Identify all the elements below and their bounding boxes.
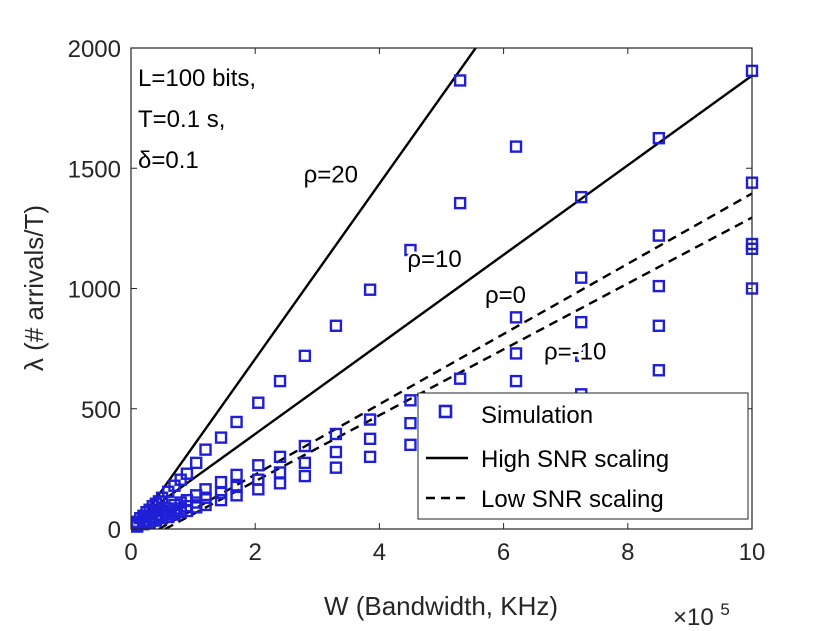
simulation-point-rho-10 (252, 459, 265, 472)
y-axis-title: λ (# arrivals/T) (19, 205, 49, 371)
simulation-point-rho-20 (230, 415, 243, 429)
simulation-point-extra (652, 229, 666, 242)
simulation-point-rho-20 (298, 349, 312, 363)
simulation-point-rho-10 (509, 347, 523, 360)
simulation-point-rho-0 (230, 480, 243, 494)
simulation-point-rho-0 (509, 374, 523, 388)
plot-frame (130, 47, 753, 530)
simulation-point-rho-20 (329, 319, 343, 332)
legend: Simulation High SNR scaling Low SNR scal… (417, 392, 749, 520)
param-time: T=0.1 s, (138, 106, 225, 133)
simulation-point-rho--10 (404, 438, 417, 452)
x-axis-title: W (Bandwidth, KHz) (324, 591, 558, 621)
legend-label-high-snr: High SNR scaling (481, 446, 669, 473)
simulation-point-rho-0 (298, 456, 312, 470)
simulation-point-rho--10 (131, 520, 144, 533)
simulation-point-rho-10 (273, 450, 287, 464)
simulation-point-rho-10 (329, 427, 343, 441)
simulation-point-rho-20 (252, 396, 265, 409)
param-delta: δ=0.1 (138, 147, 199, 174)
simulation-point-rho--10 (199, 498, 212, 512)
x-multiplier: ×10 5 (673, 600, 730, 631)
simulation-point-rho--10 (363, 450, 377, 464)
legend-label-low-snr: Low SNR scaling (481, 486, 664, 513)
simulation-point-rho-10 (298, 439, 312, 453)
simulation-point-rho-0 (652, 319, 666, 332)
simulation-point-rho--10 (273, 477, 287, 490)
simulation-point-upper (509, 140, 523, 153)
simulation-point-rho-0 (575, 349, 588, 363)
simulation-point-rho--10 (329, 461, 343, 474)
simulation-point-rho--10 (155, 511, 169, 525)
x-tick-label: 2 (249, 539, 262, 566)
simulation-point-rho-20 (363, 283, 377, 296)
legend-box (417, 392, 749, 520)
simulation-point-rho-0 (329, 445, 343, 459)
simulation-point-rho-0 (214, 486, 228, 500)
simulation-point-rho-10 (453, 372, 467, 385)
simulation-point-rho-10 (652, 279, 666, 293)
simulation-point-rho--10 (230, 489, 243, 502)
x-multiplier-base: ×10 (673, 604, 714, 631)
simulation-point-upper (575, 190, 588, 204)
simulation-point-rho-20 (199, 443, 212, 456)
simulation-point-upper (652, 131, 666, 145)
simulation-point-rho--10 (652, 364, 666, 377)
x-tick-label: 6 (497, 539, 510, 566)
x-tick-label: 10 (739, 539, 766, 566)
simulation-point-rho-20 (190, 456, 203, 470)
simulation-point-rho--10 (298, 469, 312, 483)
param-length: L=100 bits, (138, 65, 256, 92)
simulation-point-rho--10 (149, 514, 163, 527)
simulation-point-rho--10 (252, 483, 265, 496)
curve-label: ρ=10 (407, 246, 461, 273)
simulation-point-rho--10 (162, 510, 175, 524)
x-tick-label: 4 (373, 539, 386, 566)
simulation-point-rho-20 (273, 374, 287, 388)
simulation-point-rho--10 (174, 505, 187, 519)
simulation-point-upper (453, 74, 467, 87)
scaling-line-rho20-high (142, 48, 477, 518)
simulation-point-rho-10 (575, 315, 588, 329)
simulation-point-rho--10 (168, 508, 181, 521)
simulation-point-rho-10 (214, 475, 228, 489)
simulation-point-rho-10 (363, 413, 377, 426)
scaling-line-rho10-high (142, 74, 752, 516)
simulation-point-rho-0 (199, 491, 212, 504)
x-tick-label: 8 (621, 539, 634, 566)
scaling-line-rho0-low (158, 192, 752, 529)
simulation-point-rho-0 (404, 416, 417, 430)
simulation-point-extra (509, 311, 523, 324)
y-tick-label: 2000 (68, 36, 121, 63)
curve-label: ρ=0 (485, 282, 526, 309)
simulation-point-rho-20 (453, 196, 467, 210)
x-tick-label: 0 (124, 539, 137, 566)
curve-label: ρ=-10 (544, 338, 606, 365)
simulation-point-rho-0 (363, 432, 377, 446)
simulation-point-rho--10 (143, 516, 156, 530)
simulation-point-rho-10 (230, 468, 243, 482)
simulation-point-rho-20 (214, 431, 228, 444)
simulation-point-rho--10 (214, 493, 228, 507)
simulation-point-rho-20 (404, 243, 417, 257)
legend-marker-simulation (438, 404, 453, 419)
y-tick-label: 0 (108, 517, 121, 544)
y-tick-label: 500 (81, 397, 121, 424)
curve-label: ρ=20 (304, 162, 358, 189)
simulation-point-rho-10 (199, 483, 212, 496)
y-tick-label: 1500 (68, 156, 121, 183)
y-tick-label: 1000 (68, 277, 121, 304)
simulation-point-rho-10 (404, 394, 417, 407)
simulation-point-extra (575, 271, 588, 284)
x-multiplier-exponent: 5 (720, 600, 729, 619)
simulation-point-rho-20 (180, 467, 194, 480)
legend-label-simulation: Simulation (481, 402, 593, 429)
